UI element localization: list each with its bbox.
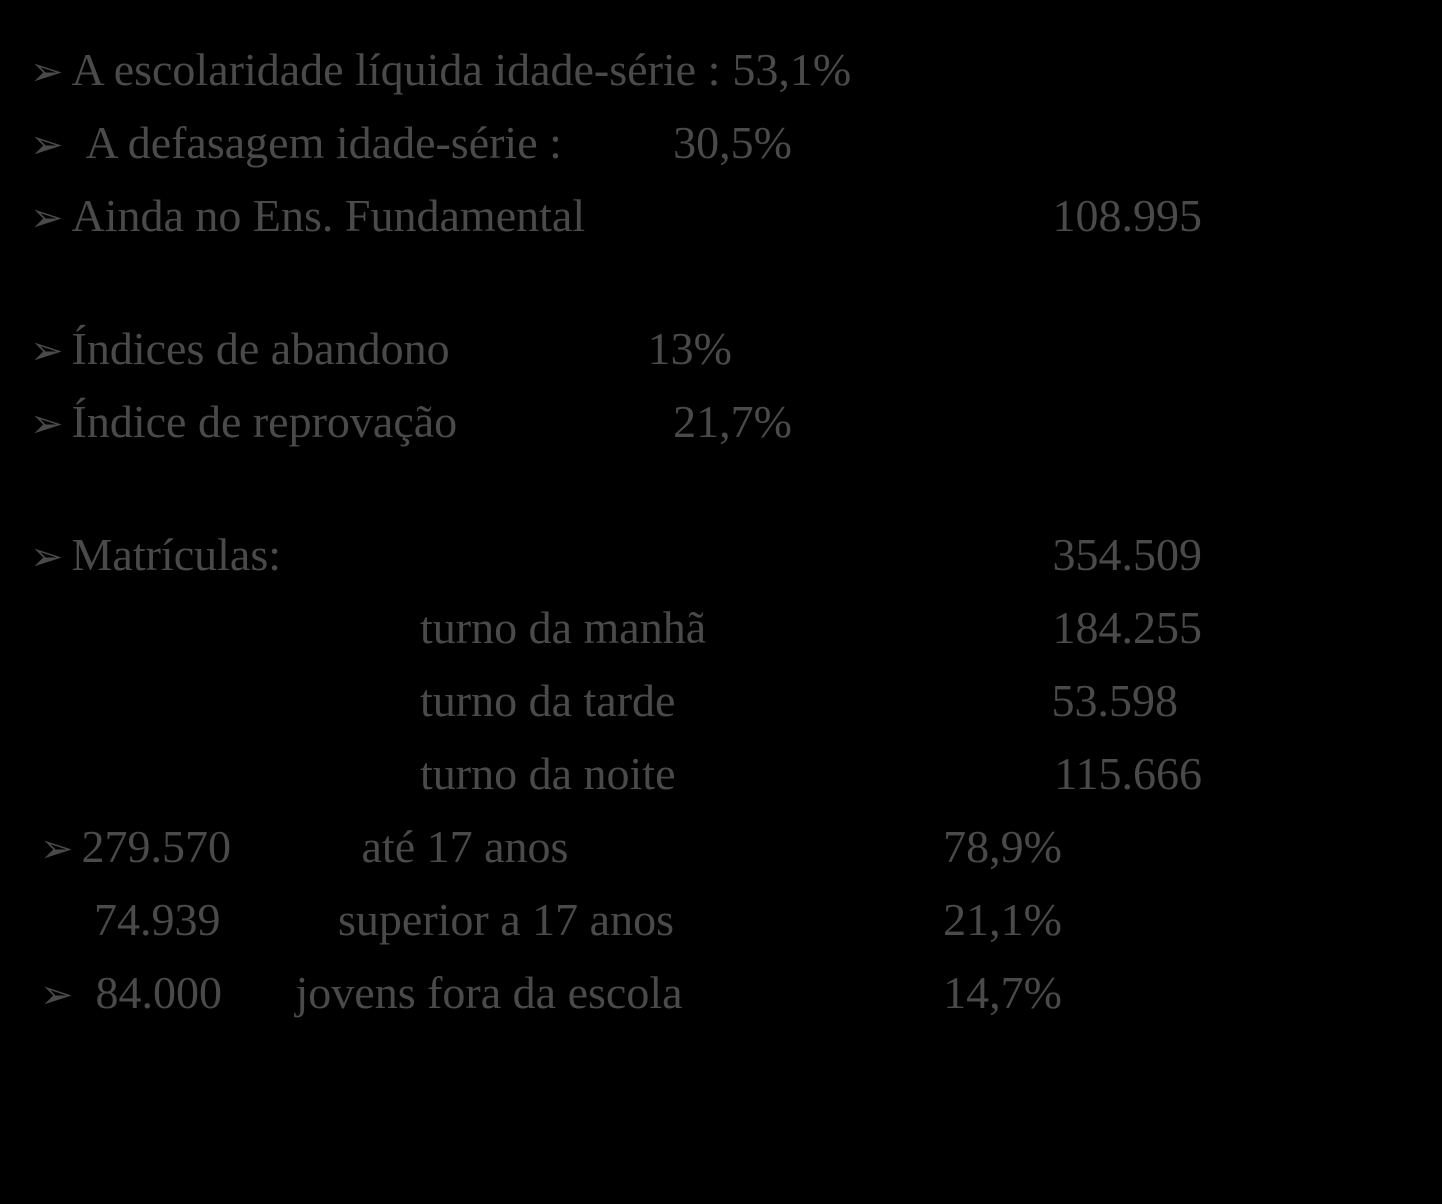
data-row: ➢ A escolaridade líquida idade-série : 5…: [30, 35, 1412, 104]
bullet-icon: ➢: [30, 115, 64, 175]
row-percent: 78,9%: [943, 812, 1412, 881]
row-percent: 21,1%: [943, 885, 1412, 954]
row-value: 115.666: [1014, 739, 1412, 808]
row-label: A defasagem idade-série :: [86, 108, 562, 177]
row-label: turno da tarde: [420, 666, 675, 735]
bullet-icon: ➢: [30, 188, 64, 248]
spacer: [30, 254, 1412, 314]
row-label: A escolaridade líquida idade-série :: [72, 35, 721, 104]
data-row: 74.939 superior a 17 anos 21,1%: [30, 885, 1412, 954]
data-row: turno da tarde 53.598: [30, 666, 1412, 735]
bullet-icon: ➢: [30, 321, 64, 381]
row-value: 30,5%: [673, 108, 1412, 177]
data-row: turno da noite 115.666: [30, 739, 1412, 808]
row-value: 53,1%: [732, 35, 851, 104]
spacer: [30, 460, 1412, 520]
bullet-icon: ➢: [40, 819, 74, 879]
bullet-icon: ➢: [30, 394, 64, 454]
row-label: turno da noite: [420, 739, 676, 808]
row-percent: 14,7%: [943, 958, 1412, 1027]
data-row: ➢ A defasagem idade-série : 30,5%: [30, 108, 1412, 177]
row-label: Ainda no Ens. Fundamental: [72, 181, 586, 250]
bullet-icon: ➢: [30, 527, 64, 587]
row-label: Matrículas:: [72, 520, 282, 589]
row-desc: jovens fora da escola: [296, 958, 683, 1027]
row-number: 74.939: [94, 885, 312, 954]
bullet-icon: ➢: [30, 42, 64, 102]
row-value: 184.255: [1013, 593, 1413, 662]
row-value: 21,7%: [673, 387, 1412, 456]
data-row: ➢ Matrículas: 354.509: [30, 520, 1412, 589]
data-row: ➢ Índices de abandono 13%: [30, 314, 1412, 383]
data-row: ➢ 279.570 até 17 anos 78,9%: [30, 812, 1412, 881]
row-desc: superior a 17 anos: [338, 885, 674, 954]
bullet-icon: ➢: [40, 965, 74, 1025]
data-row: turno da manhã 184.255: [30, 593, 1412, 662]
row-value: 53.598: [1012, 666, 1413, 735]
row-value: 108.995: [1013, 181, 1413, 250]
data-row: ➢ Índice de reprovação 21,7%: [30, 387, 1412, 456]
row-number: 279.570: [82, 812, 322, 881]
row-value: 13%: [648, 314, 1412, 383]
row-value: 354.509: [1013, 520, 1413, 589]
data-row: ➢ 84.000 jovens fora da escola 14,7%: [30, 958, 1412, 1027]
row-desc: até 17 anos: [362, 812, 569, 881]
row-label: Índice de reprovação: [72, 387, 458, 456]
row-number: 84.000: [96, 958, 296, 1027]
row-label: Índices de abandono: [72, 314, 450, 383]
row-label: turno da manhã: [420, 593, 706, 662]
data-row: ➢ Ainda no Ens. Fundamental 108.995: [30, 181, 1412, 250]
